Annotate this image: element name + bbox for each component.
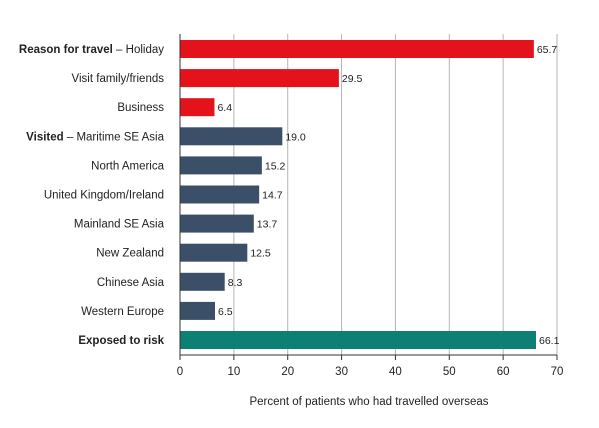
category-label-text: Business	[117, 102, 164, 114]
category-label-bold: Visited	[26, 131, 64, 143]
bar-value-label: 65.7	[537, 44, 558, 56]
bar	[180, 69, 339, 88]
x-tick-label: 60	[497, 366, 510, 378]
x-axis-label: Percent of patients who had travelled ov…	[249, 396, 488, 408]
bar	[180, 214, 254, 233]
bar	[180, 185, 260, 204]
category-label: Visited – Maritime SE Asia	[26, 131, 164, 143]
category-label-text: – Holiday	[113, 44, 164, 56]
bar-value-label: 12.5	[250, 248, 271, 260]
x-axis-ticks: 0 10 20 30 40 50 60 70	[177, 355, 564, 378]
category-label-text: Chinese Asia	[97, 277, 165, 289]
category-label: Mainland SE Asia	[74, 219, 165, 231]
bar	[180, 331, 536, 349]
x-tick-label: 30	[335, 366, 348, 378]
category-label: Chinese Asia	[97, 277, 165, 289]
bar	[180, 40, 534, 58]
bar-value-label: 19.0	[285, 131, 306, 143]
category-label-text: – Maritime SE Asia	[64, 131, 165, 143]
bar-value-label: 13.7	[257, 219, 278, 231]
bar-value-label: 8.3	[228, 277, 243, 289]
category-label: North America	[91, 160, 164, 172]
x-tick-label: 20	[281, 366, 294, 378]
bar-value-label: 15.2	[265, 160, 286, 172]
category-label-text: United Kingdom/Ireland	[44, 190, 164, 202]
category-label: New Zealand	[96, 248, 164, 260]
category-label-text: North America	[91, 160, 164, 172]
bar-value-label: 66.1	[539, 335, 560, 347]
x-tick-label: 10	[227, 366, 240, 378]
category-label-text: Visit family/friends	[72, 73, 165, 85]
bar	[180, 127, 283, 146]
x-tick-label: 50	[443, 366, 456, 378]
bar	[180, 98, 215, 117]
value-labels: 65.7 29.5 6.4 19.0 15.2 14.7 13.7 12.5 8.3 6.5 66.…	[217, 44, 559, 347]
category-label: Exposed to risk	[78, 335, 164, 347]
category-label-bold: Reason for travel	[19, 44, 113, 56]
bar-value-label: 6.4	[217, 102, 232, 114]
bar	[180, 156, 262, 175]
bar-value-label: 29.5	[342, 73, 363, 85]
category-label-text: Mainland SE Asia	[74, 219, 165, 231]
bar-value-label: 6.5	[218, 306, 233, 318]
bar	[180, 272, 225, 291]
bar-value-label: 14.7	[262, 190, 283, 202]
category-label: United Kingdom/Ireland	[44, 190, 164, 202]
category-label: Visit family/friends	[72, 73, 165, 85]
x-tick-label: 40	[389, 366, 402, 378]
category-label: Reason for travel – Holiday	[19, 44, 164, 56]
category-label-bold: Exposed to risk	[78, 335, 164, 347]
grid-lines	[179, 34, 558, 355]
category-label-text: New Zealand	[96, 248, 164, 260]
category-label: Business	[117, 102, 164, 114]
x-tick-label: 0	[177, 366, 183, 378]
bars	[180, 40, 536, 349]
bar	[180, 301, 216, 320]
category-labels: Reason for travel – Holiday Visit family/…	[19, 44, 165, 347]
bar	[180, 243, 248, 262]
x-tick-label: 70	[551, 366, 564, 378]
category-label: Western Europe	[81, 306, 164, 318]
category-label-text: Western Europe	[81, 306, 164, 318]
